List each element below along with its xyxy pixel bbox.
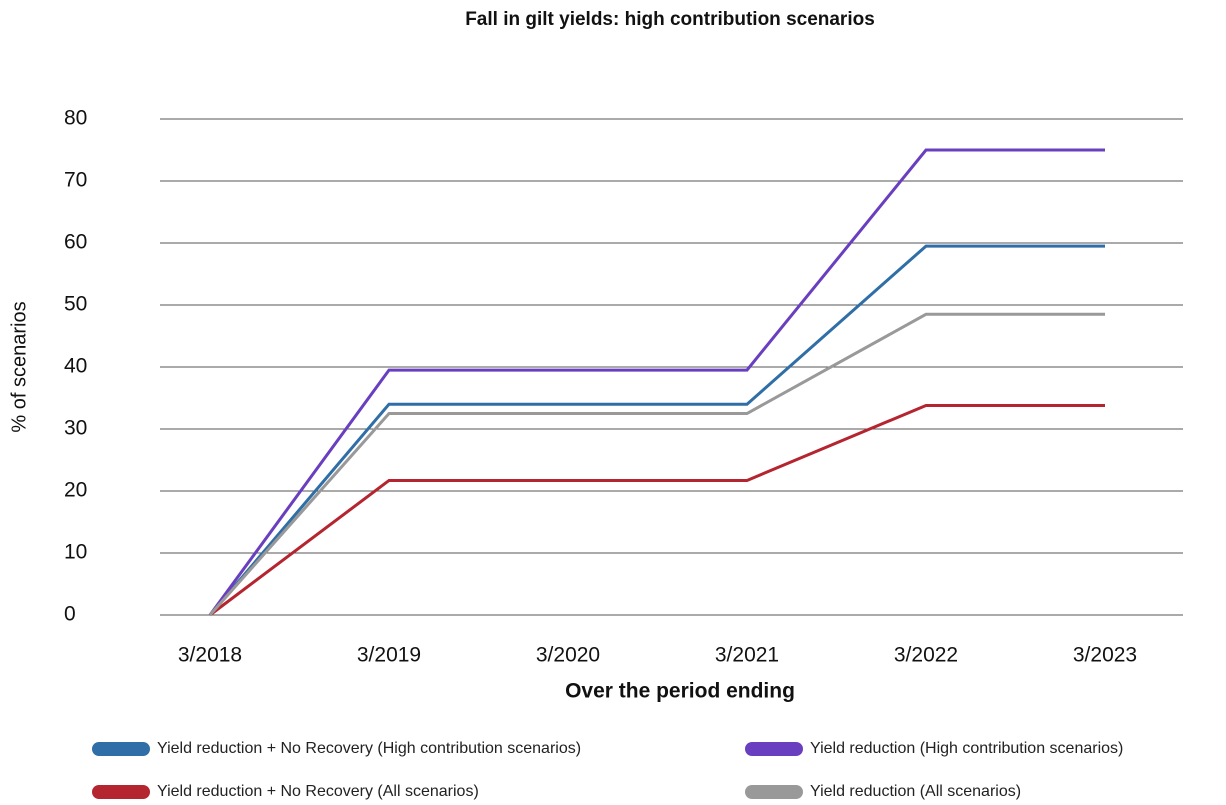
x-axis-title: Over the period ending bbox=[565, 680, 795, 703]
y-tick-label: 70 bbox=[64, 169, 87, 192]
y-tick-label: 20 bbox=[64, 479, 87, 502]
x-tick-label: 3/2022 bbox=[894, 644, 958, 667]
x-tick-label: 3/2018 bbox=[178, 644, 242, 667]
y-tick-label: 60 bbox=[64, 231, 87, 254]
y-axis-title: % of scenarios bbox=[8, 301, 30, 432]
y-tick-label: 50 bbox=[64, 293, 87, 316]
legend-swatch bbox=[745, 785, 803, 799]
series-line bbox=[208, 244, 1105, 616]
legend-swatch bbox=[92, 742, 150, 756]
y-tick-label: 80 bbox=[64, 107, 87, 130]
chart-title: Fall in gilt yields: high contribution s… bbox=[465, 9, 875, 30]
series-line bbox=[208, 312, 1105, 616]
legend-label: Yield reduction (All scenarios) bbox=[810, 783, 1021, 800]
series-line bbox=[209, 403, 1105, 617]
x-tick-label: 3/2020 bbox=[536, 644, 600, 667]
legend-label: Yield reduction + No Recovery (All scena… bbox=[157, 783, 479, 800]
y-tick-label: 10 bbox=[64, 541, 87, 564]
legend-label: Yield reduction + No Recovery (High cont… bbox=[157, 740, 581, 757]
series-line bbox=[208, 148, 1105, 616]
x-tick-label: 3/2021 bbox=[715, 644, 779, 667]
legend-label: Yield reduction (High contribution scena… bbox=[810, 740, 1123, 757]
y-tick-label: 30 bbox=[64, 417, 87, 440]
legend-swatch bbox=[745, 742, 803, 756]
x-tick-label: 3/2019 bbox=[357, 644, 421, 667]
x-tick-label: 3/2023 bbox=[1073, 644, 1137, 667]
y-tick-label: 40 bbox=[64, 355, 87, 378]
legend-swatch bbox=[92, 785, 150, 799]
y-tick-label: 0 bbox=[64, 603, 76, 626]
